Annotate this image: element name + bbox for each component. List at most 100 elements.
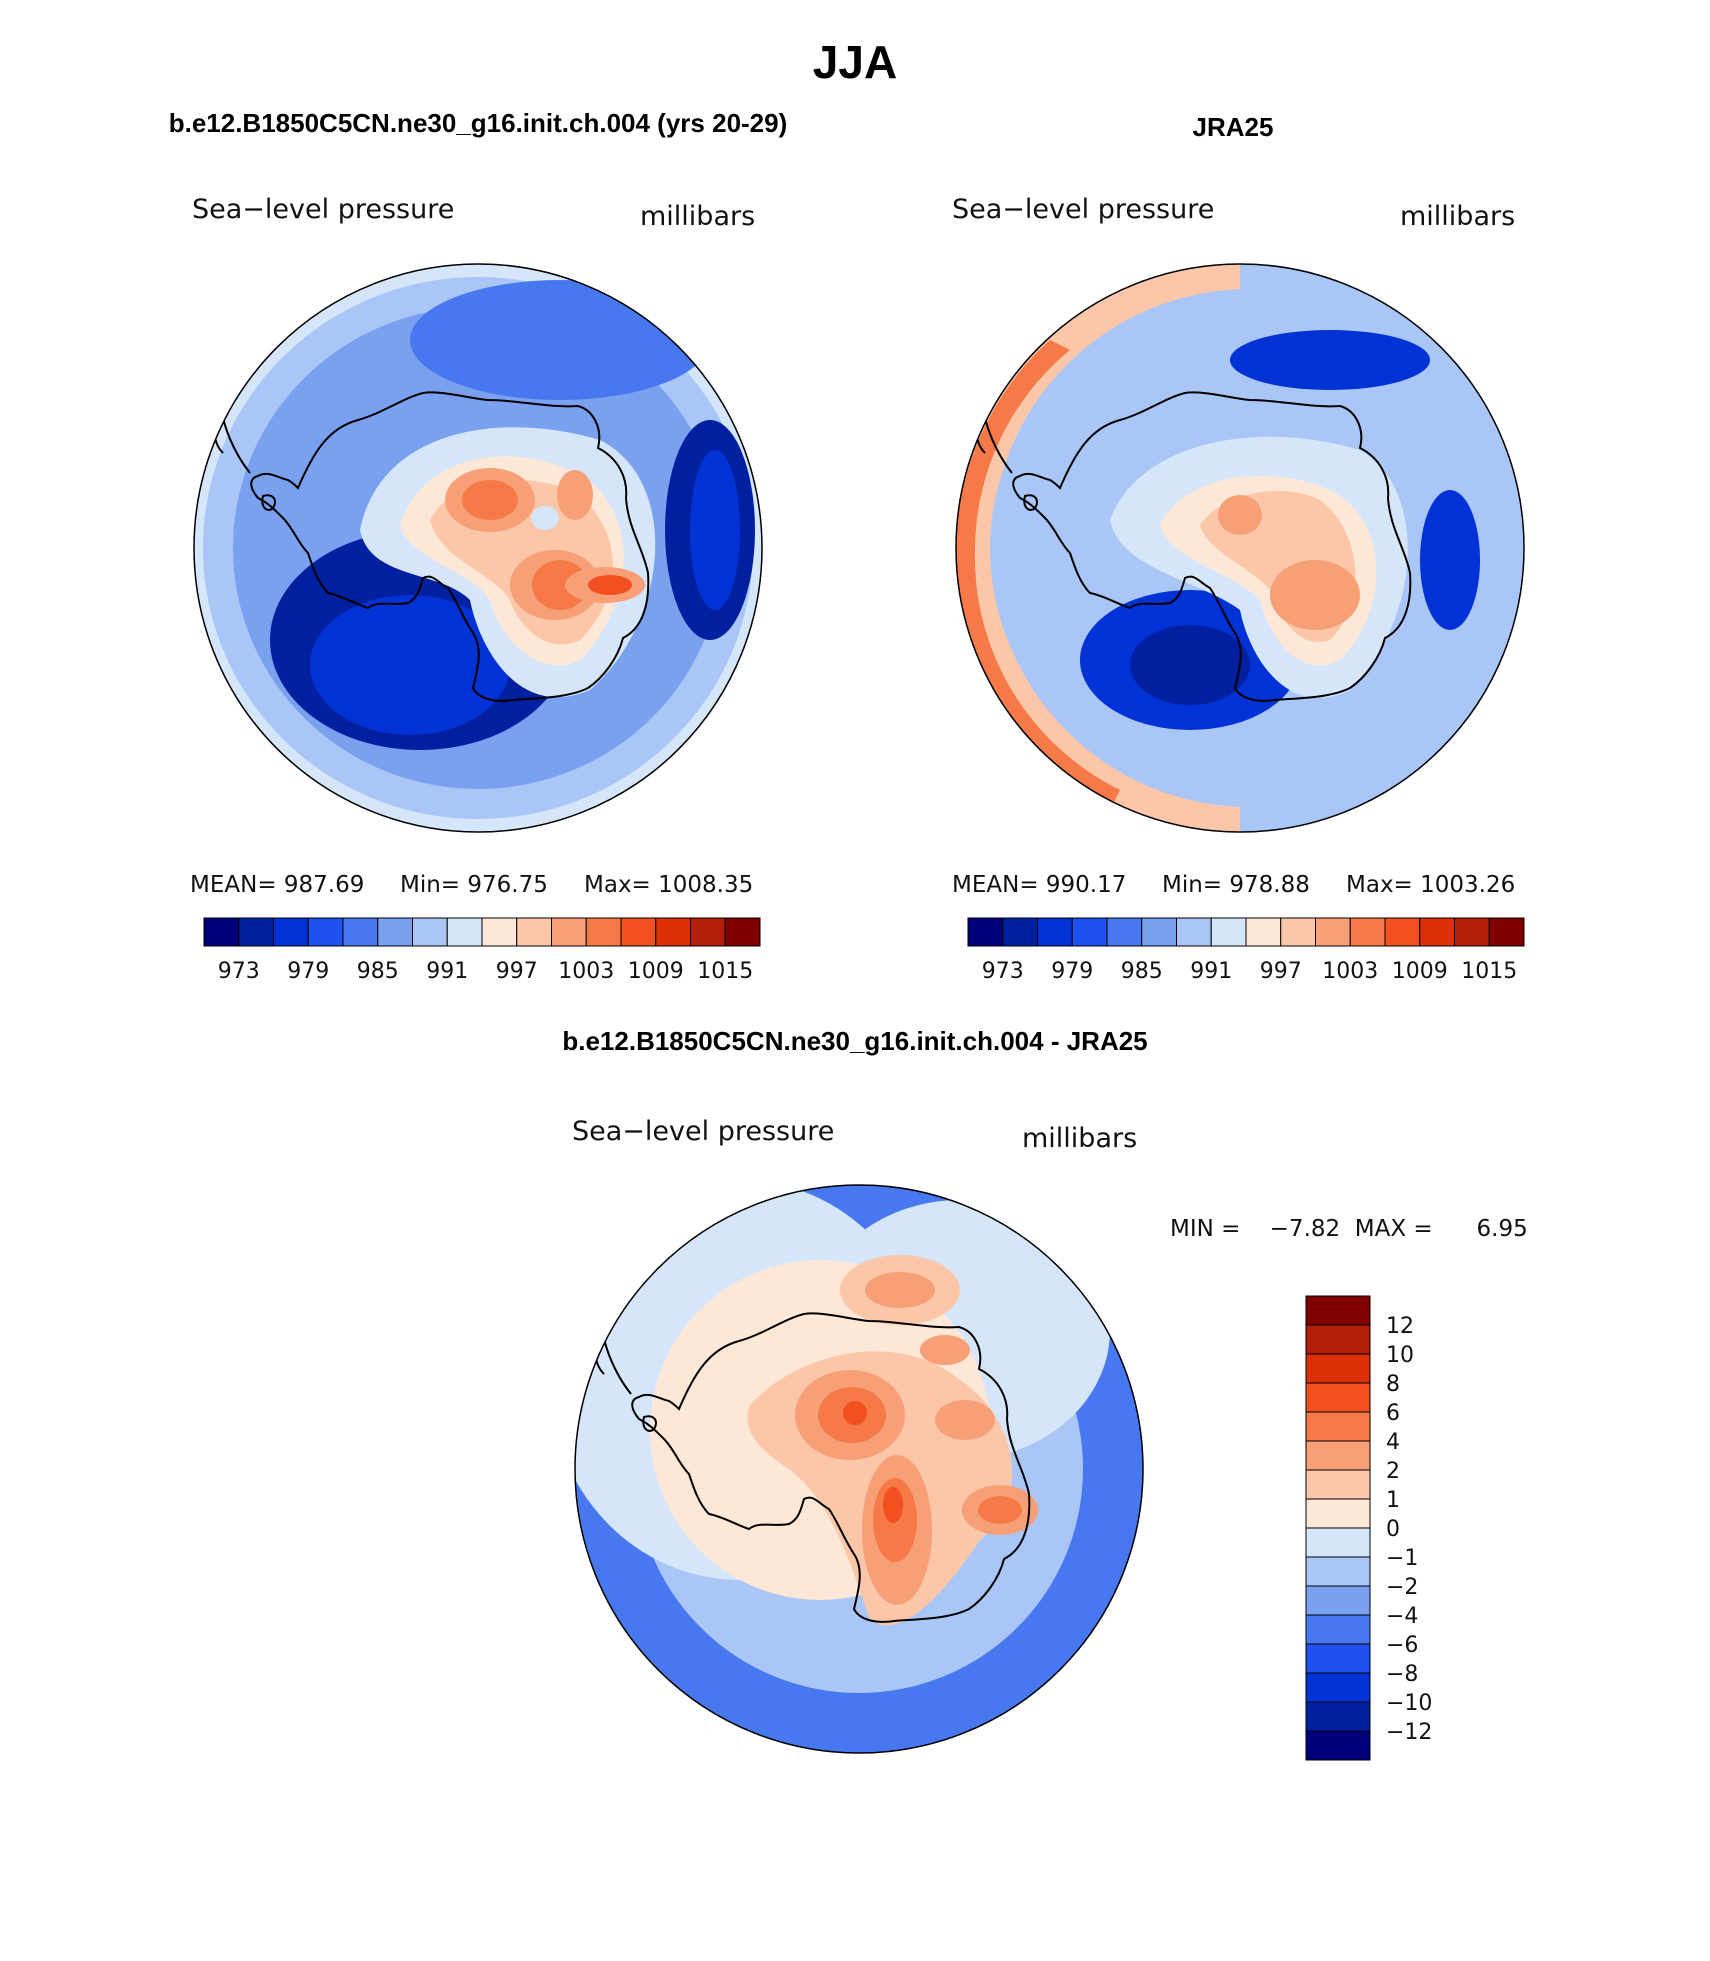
bottom-colorbar-tick-label: −2 [1386, 1575, 1418, 1600]
left-stat-min: Min= 976.75 [400, 872, 548, 898]
bottom-colorbar-box [1305, 1295, 1371, 1326]
left-colorbar-box [551, 917, 587, 947]
bottom-colorbar-box [1305, 1585, 1371, 1616]
left-map-border [193, 263, 763, 833]
left-colorbar-box [585, 917, 622, 947]
bottom-colorbar [1305, 1295, 1371, 1761]
right-stat-min: Min= 978.88 [1162, 872, 1310, 898]
bottom-colorbar-box [1305, 1643, 1371, 1674]
left-colorbar-tick-label: 991 [426, 959, 468, 984]
right-colorbar-box [1037, 917, 1073, 947]
bottom-colorbar-tick-label: 12 [1386, 1314, 1414, 1339]
left-panel: Sea−level pressure millibars MEAN= [190, 194, 763, 984]
left-colorbar-tick-label: 1015 [697, 959, 753, 984]
bottom-colorbar-tick-label: 10 [1386, 1343, 1414, 1368]
bottom-colorbar-tick-label: 6 [1386, 1401, 1400, 1426]
bottom-colorbar-box [1305, 1411, 1371, 1442]
bottom-colorbar-box [1305, 1701, 1371, 1732]
right-colorbar-tick-label: 979 [1051, 959, 1093, 984]
left-colorbar-box [690, 917, 726, 947]
bottom-colorbar-box [1305, 1730, 1371, 1761]
right-colorbar-box [1141, 917, 1177, 947]
left-colorbar-box [273, 917, 309, 947]
left-stat-max: Max= 1008.35 [584, 872, 753, 898]
left-colorbar-box [307, 917, 344, 947]
bottom-colorbar-tick-label: −10 [1386, 1691, 1432, 1716]
bottom-colorbar-box [1305, 1440, 1371, 1471]
left-colorbar-box [516, 917, 552, 947]
left-colorbar-box [481, 917, 518, 947]
left-panel-title: b.e12.B1850C5CN.ne30_g16.init.ch.004 (yr… [169, 108, 788, 138]
left-colorbar-tick-label: 1009 [628, 959, 684, 984]
right-colorbar-box [1245, 917, 1282, 947]
left-colorbar-box [724, 917, 761, 947]
right-colorbar-box [1210, 917, 1247, 947]
bottom-colorbar-tick-label: 0 [1386, 1517, 1400, 1542]
right-colorbar-box [1176, 917, 1212, 947]
bottom-minmax: MIN = −7.82 MAX = 6.95 [1170, 1216, 1528, 1242]
left-map [194, 264, 762, 832]
bottom-colorbar-box [1305, 1353, 1371, 1384]
bottom-colorbar-box [1305, 1614, 1371, 1645]
right-map [956, 264, 1524, 832]
bottom-panel-title: b.e12.B1850C5CN.ne30_g16.init.ch.004 - J… [562, 1026, 1147, 1056]
bottom-variable-label: Sea−level pressure [572, 1116, 834, 1147]
bottom-colorbar-box [1305, 1324, 1371, 1355]
bottom-colorbar-tick-label: −8 [1386, 1662, 1418, 1687]
right-stat-mean: MEAN= 990.17 [952, 872, 1126, 898]
bottom-colorbar-box [1305, 1382, 1371, 1413]
bottom-colorbar-tick-label: −4 [1386, 1604, 1418, 1629]
bottom-colorbar-box [1305, 1527, 1371, 1558]
left-colorbar-box [342, 917, 379, 947]
right-colorbar-box [1384, 917, 1421, 947]
left-colorbar-tick-label: 973 [218, 959, 260, 984]
bottom-units-label: millibars [1022, 1123, 1137, 1154]
right-units-label: millibars [1400, 201, 1515, 232]
left-colorbar-box [655, 917, 691, 947]
right-colorbar-box [1002, 917, 1038, 947]
right-colorbar-box [1315, 917, 1351, 947]
bottom-colorbar-box [1305, 1469, 1371, 1500]
right-panel-title: JRA25 [1193, 112, 1274, 142]
left-colorbar [203, 917, 761, 947]
right-colorbar-labels: 973 979 985 991 997 1003 1009 1015 [982, 959, 1518, 984]
right-colorbar-box [1349, 917, 1386, 947]
right-colorbar-tick-label: 985 [1121, 959, 1163, 984]
bottom-colorbar-box [1305, 1556, 1371, 1587]
right-colorbar-tick-label: 1009 [1392, 959, 1448, 984]
bottom-map [575, 1185, 1143, 1753]
left-colorbar-tick-label: 997 [496, 959, 538, 984]
right-colorbar-box [1488, 917, 1525, 947]
bottom-colorbar-tick-label: −6 [1386, 1633, 1418, 1658]
right-stat-max: Max= 1003.26 [1346, 872, 1515, 898]
left-colorbar-box [377, 917, 413, 947]
left-colorbar-box [203, 917, 240, 947]
right-map-border [955, 263, 1525, 833]
right-colorbar-tick-label: 973 [982, 959, 1024, 984]
right-colorbar [967, 917, 1525, 947]
bottom-colorbar-tick-label: 4 [1386, 1430, 1400, 1455]
right-colorbar-box [1419, 917, 1455, 947]
left-colorbar-tick-label: 979 [287, 959, 329, 984]
left-variable-label: Sea−level pressure [192, 194, 454, 225]
left-colorbar-box [238, 917, 274, 947]
left-colorbar-tick-label: 1003 [558, 959, 614, 984]
left-colorbar-box [620, 917, 657, 947]
bottom-colorbar-tick-label: 1 [1386, 1488, 1400, 1513]
bottom-map-border [574, 1184, 1144, 1754]
right-colorbar-box [1454, 917, 1490, 947]
bottom-colorbar-box [1305, 1498, 1371, 1529]
left-colorbar-box [412, 917, 448, 947]
right-colorbar-tick-label: 1003 [1322, 959, 1378, 984]
left-colorbar-box [446, 917, 483, 947]
bottom-colorbar-tick-label: −12 [1386, 1720, 1432, 1745]
right-panel: Sea−level pressure millibars MEAN= 990.1… [952, 194, 1525, 984]
right-colorbar-box [1280, 917, 1316, 947]
right-colorbar-box [1106, 917, 1143, 947]
left-stat-mean: MEAN= 987.69 [190, 872, 364, 898]
right-colorbar-tick-label: 997 [1260, 959, 1302, 984]
right-colorbar-tick-label: 1015 [1461, 959, 1517, 984]
right-colorbar-box [967, 917, 1004, 947]
